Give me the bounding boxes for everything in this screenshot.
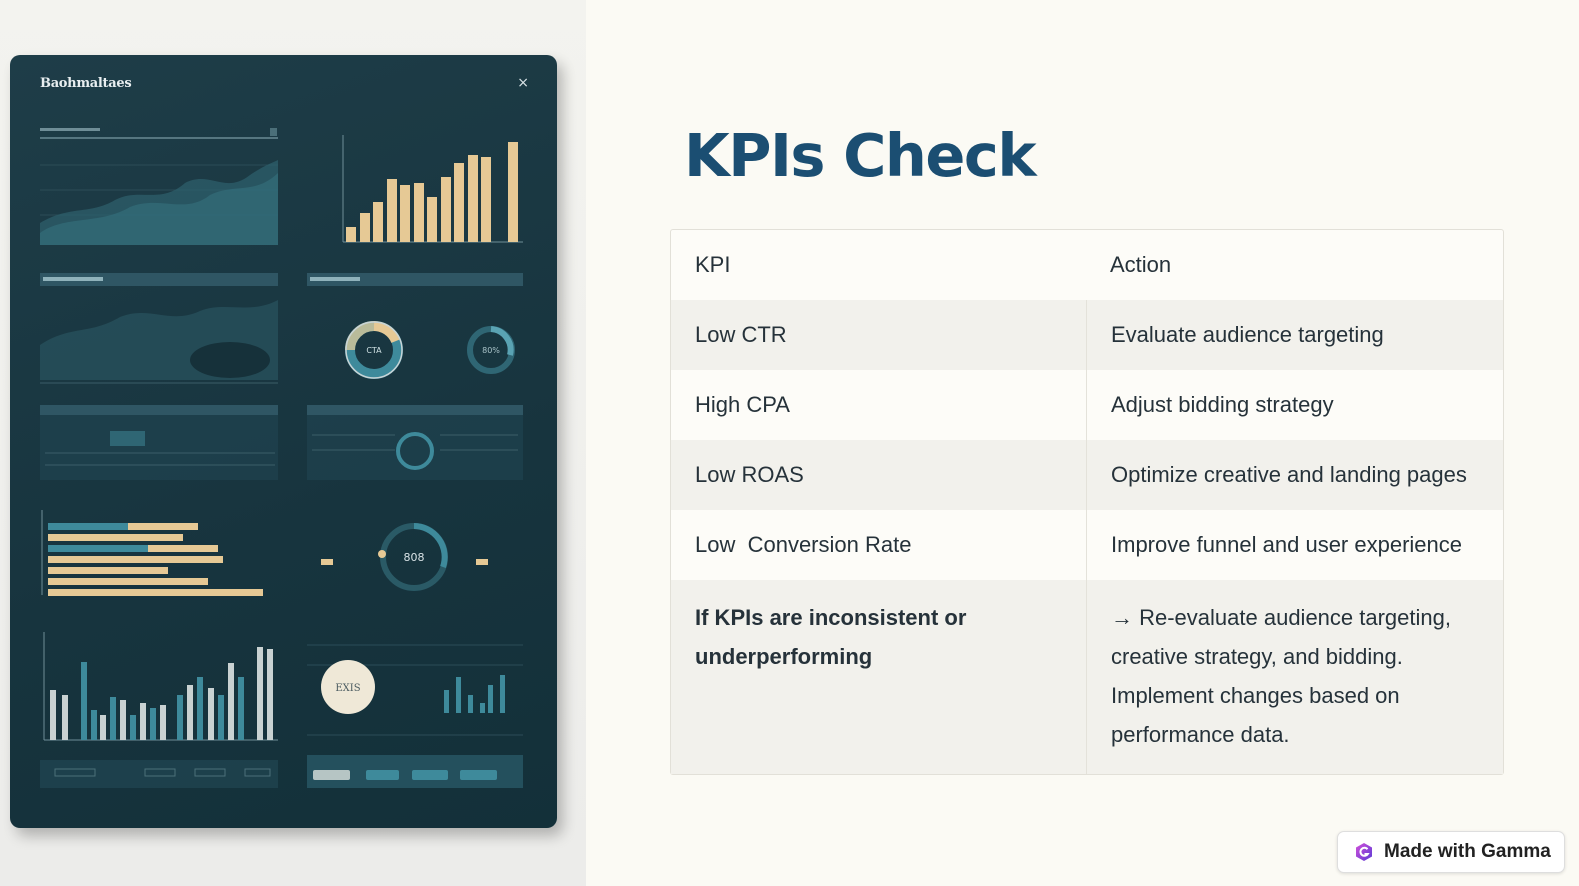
bar-chart-bottom-left [43, 632, 278, 741]
donut-panel-mid-right: CTA 80% [307, 273, 523, 379]
dashboard-illustration: CTA 80% [10, 55, 557, 828]
table-row: Low CTR Evaluate audience targeting [671, 300, 1503, 370]
circle-label: EXIS [335, 683, 360, 694]
footer-controls [40, 755, 523, 788]
kpi-cell: Low Conversion Rate [695, 532, 912, 557]
table-panel-left [40, 405, 278, 480]
horizontal-bar-chart [41, 510, 263, 596]
dashboard-graphics: CTA 80% [40, 128, 523, 788]
header-kpi: KPI [695, 252, 731, 277]
summary-action-cell: → Re-evaluate audience targeting, creati… [1086, 580, 1503, 774]
close-icon: × [517, 75, 529, 91]
donut-label-1: CTA [366, 346, 382, 355]
action-cell: Evaluate audience targeting [1086, 300, 1503, 370]
made-with-gamma-badge[interactable]: Made with Gamma [1337, 831, 1565, 873]
table-row: Low Conversion Rate Improve funnel and u… [671, 510, 1503, 580]
kpi-cell: Low CTR [695, 322, 787, 347]
donut-chart-center: 808 [321, 523, 488, 591]
table-row: Low ROAS Optimize creative and landing p… [671, 440, 1503, 510]
kpi-cell: Low ROAS [695, 462, 804, 487]
kpi-table: KPI Action Low CTR Evaluate audience tar… [670, 229, 1504, 775]
slide-title: KPIs Check [684, 121, 1037, 190]
bar-chart-top-right [342, 135, 523, 243]
action-cell: Improve funnel and user experience [1086, 510, 1503, 580]
illustration-panel: CTA 80% [0, 0, 586, 886]
donut-label-2: 80% [482, 346, 500, 355]
kpi-cell: High CPA [695, 392, 790, 417]
action-cell: Optimize creative and landing pages [1086, 440, 1503, 510]
dashboard-title: Baohmaltaes [40, 76, 132, 91]
table-panel-right [307, 405, 523, 480]
action-cell: Adjust bidding strategy [1086, 370, 1503, 440]
donut-label-3: 808 [404, 551, 425, 564]
summary-kpi-cell: If KPIs are inconsistent or underperform… [695, 605, 967, 669]
header-action: Action [1110, 252, 1172, 277]
area-chart-top-left [40, 128, 278, 245]
gamma-logo-icon [1356, 843, 1372, 861]
kpi-circle-bottom-right: EXIS [307, 644, 523, 736]
summary-row: If KPIs are inconsistent or underperform… [671, 580, 1503, 774]
badge-label: Made with Gamma [1384, 841, 1551, 862]
table-header-row: KPI Action [671, 230, 1503, 300]
area-panel-mid-left [40, 273, 278, 384]
table-row: High CPA Adjust bidding strategy [671, 370, 1503, 440]
